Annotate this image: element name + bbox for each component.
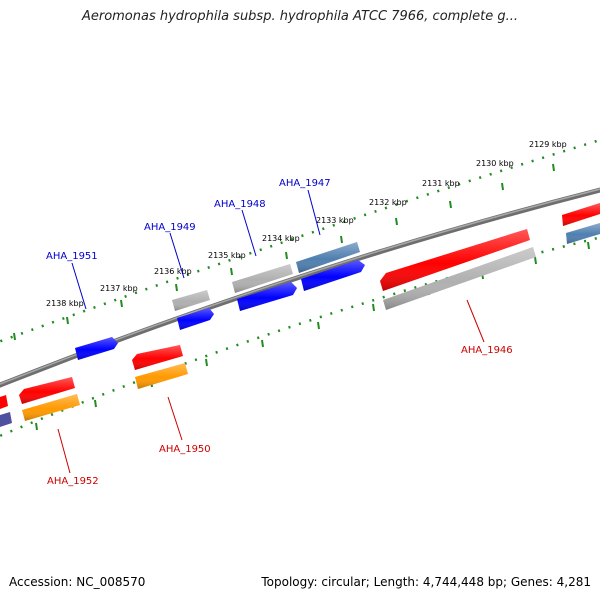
gene-feature[interactable] (0, 412, 12, 427)
gene-feature[interactable] (301, 260, 365, 291)
scale-labels: 2129 kbp 2130 kbp 2131 kbp 2132 kbp 2133… (46, 140, 567, 308)
gene-label[interactable]: AHA_1952 (47, 476, 99, 487)
gene-feature[interactable] (296, 242, 360, 273)
scale-label: 2135 kbp (208, 251, 246, 260)
gene-feature[interactable] (383, 247, 536, 310)
gene-feature[interactable] (380, 229, 530, 291)
gene-feature[interactable] (0, 395, 8, 409)
scale-label: 2129 kbp (529, 140, 567, 149)
gene-feature[interactable] (135, 363, 188, 389)
forward-strand-features (75, 203, 600, 360)
gene-label[interactable]: AHA_1947 (279, 178, 331, 189)
map-title: Aeromonas hydrophila subsp. hydrophila A… (81, 9, 519, 24)
gene-feature[interactable] (237, 282, 297, 311)
scale-label: 2130 kbp (476, 159, 514, 168)
major-ticks-outer (13, 163, 555, 341)
gene-feature[interactable] (562, 203, 600, 226)
scale-label: 2133 kbp (316, 216, 354, 225)
major-ticks-inner (35, 241, 590, 431)
leader-lines-top (71, 189, 321, 310)
scale-label: 2137 kbp (100, 284, 138, 293)
gene-label[interactable]: AHA_1951 (46, 251, 98, 262)
reverse-strand-features (0, 229, 536, 427)
gene-label[interactable]: AHA_1949 (144, 222, 196, 233)
scale-label: 2138 kbp (46, 299, 84, 308)
accession-label: Accession: NC_008570 (9, 575, 146, 589)
gene-feature[interactable] (232, 264, 293, 293)
gene-feature[interactable] (172, 290, 210, 311)
gene-label[interactable]: AHA_1950 (159, 444, 211, 455)
scale-label: 2131 kbp (422, 179, 460, 188)
leader-lines-bottom (57, 299, 485, 474)
gene-feature[interactable] (75, 337, 118, 360)
gene-label[interactable]: AHA_1946 (461, 345, 513, 356)
scale-label: 2132 kbp (369, 198, 407, 207)
gene-feature[interactable] (132, 345, 183, 370)
genome-backbone (0, 187, 600, 388)
gene-label[interactable]: AHA_1948 (214, 199, 266, 210)
gene-labels-top: AHA_1947 AHA_1948 AHA_1949 AHA_1951 (46, 178, 331, 262)
gene-feature[interactable] (22, 394, 80, 421)
gene-feature[interactable] (19, 377, 75, 404)
genome-summary: Topology: circular; Length: 4,744,448 bp… (261, 575, 591, 589)
gene-labels-bottom: AHA_1946 AHA_1950 AHA_1952 (47, 345, 513, 487)
gene-feature[interactable] (566, 223, 600, 244)
scale-label: 2136 kbp (154, 267, 192, 276)
scale-ring-inner (0, 236, 600, 438)
scale-ring-outer (0, 138, 600, 343)
scale-label: 2134 kbp (262, 234, 300, 243)
gene-feature[interactable] (177, 308, 214, 330)
